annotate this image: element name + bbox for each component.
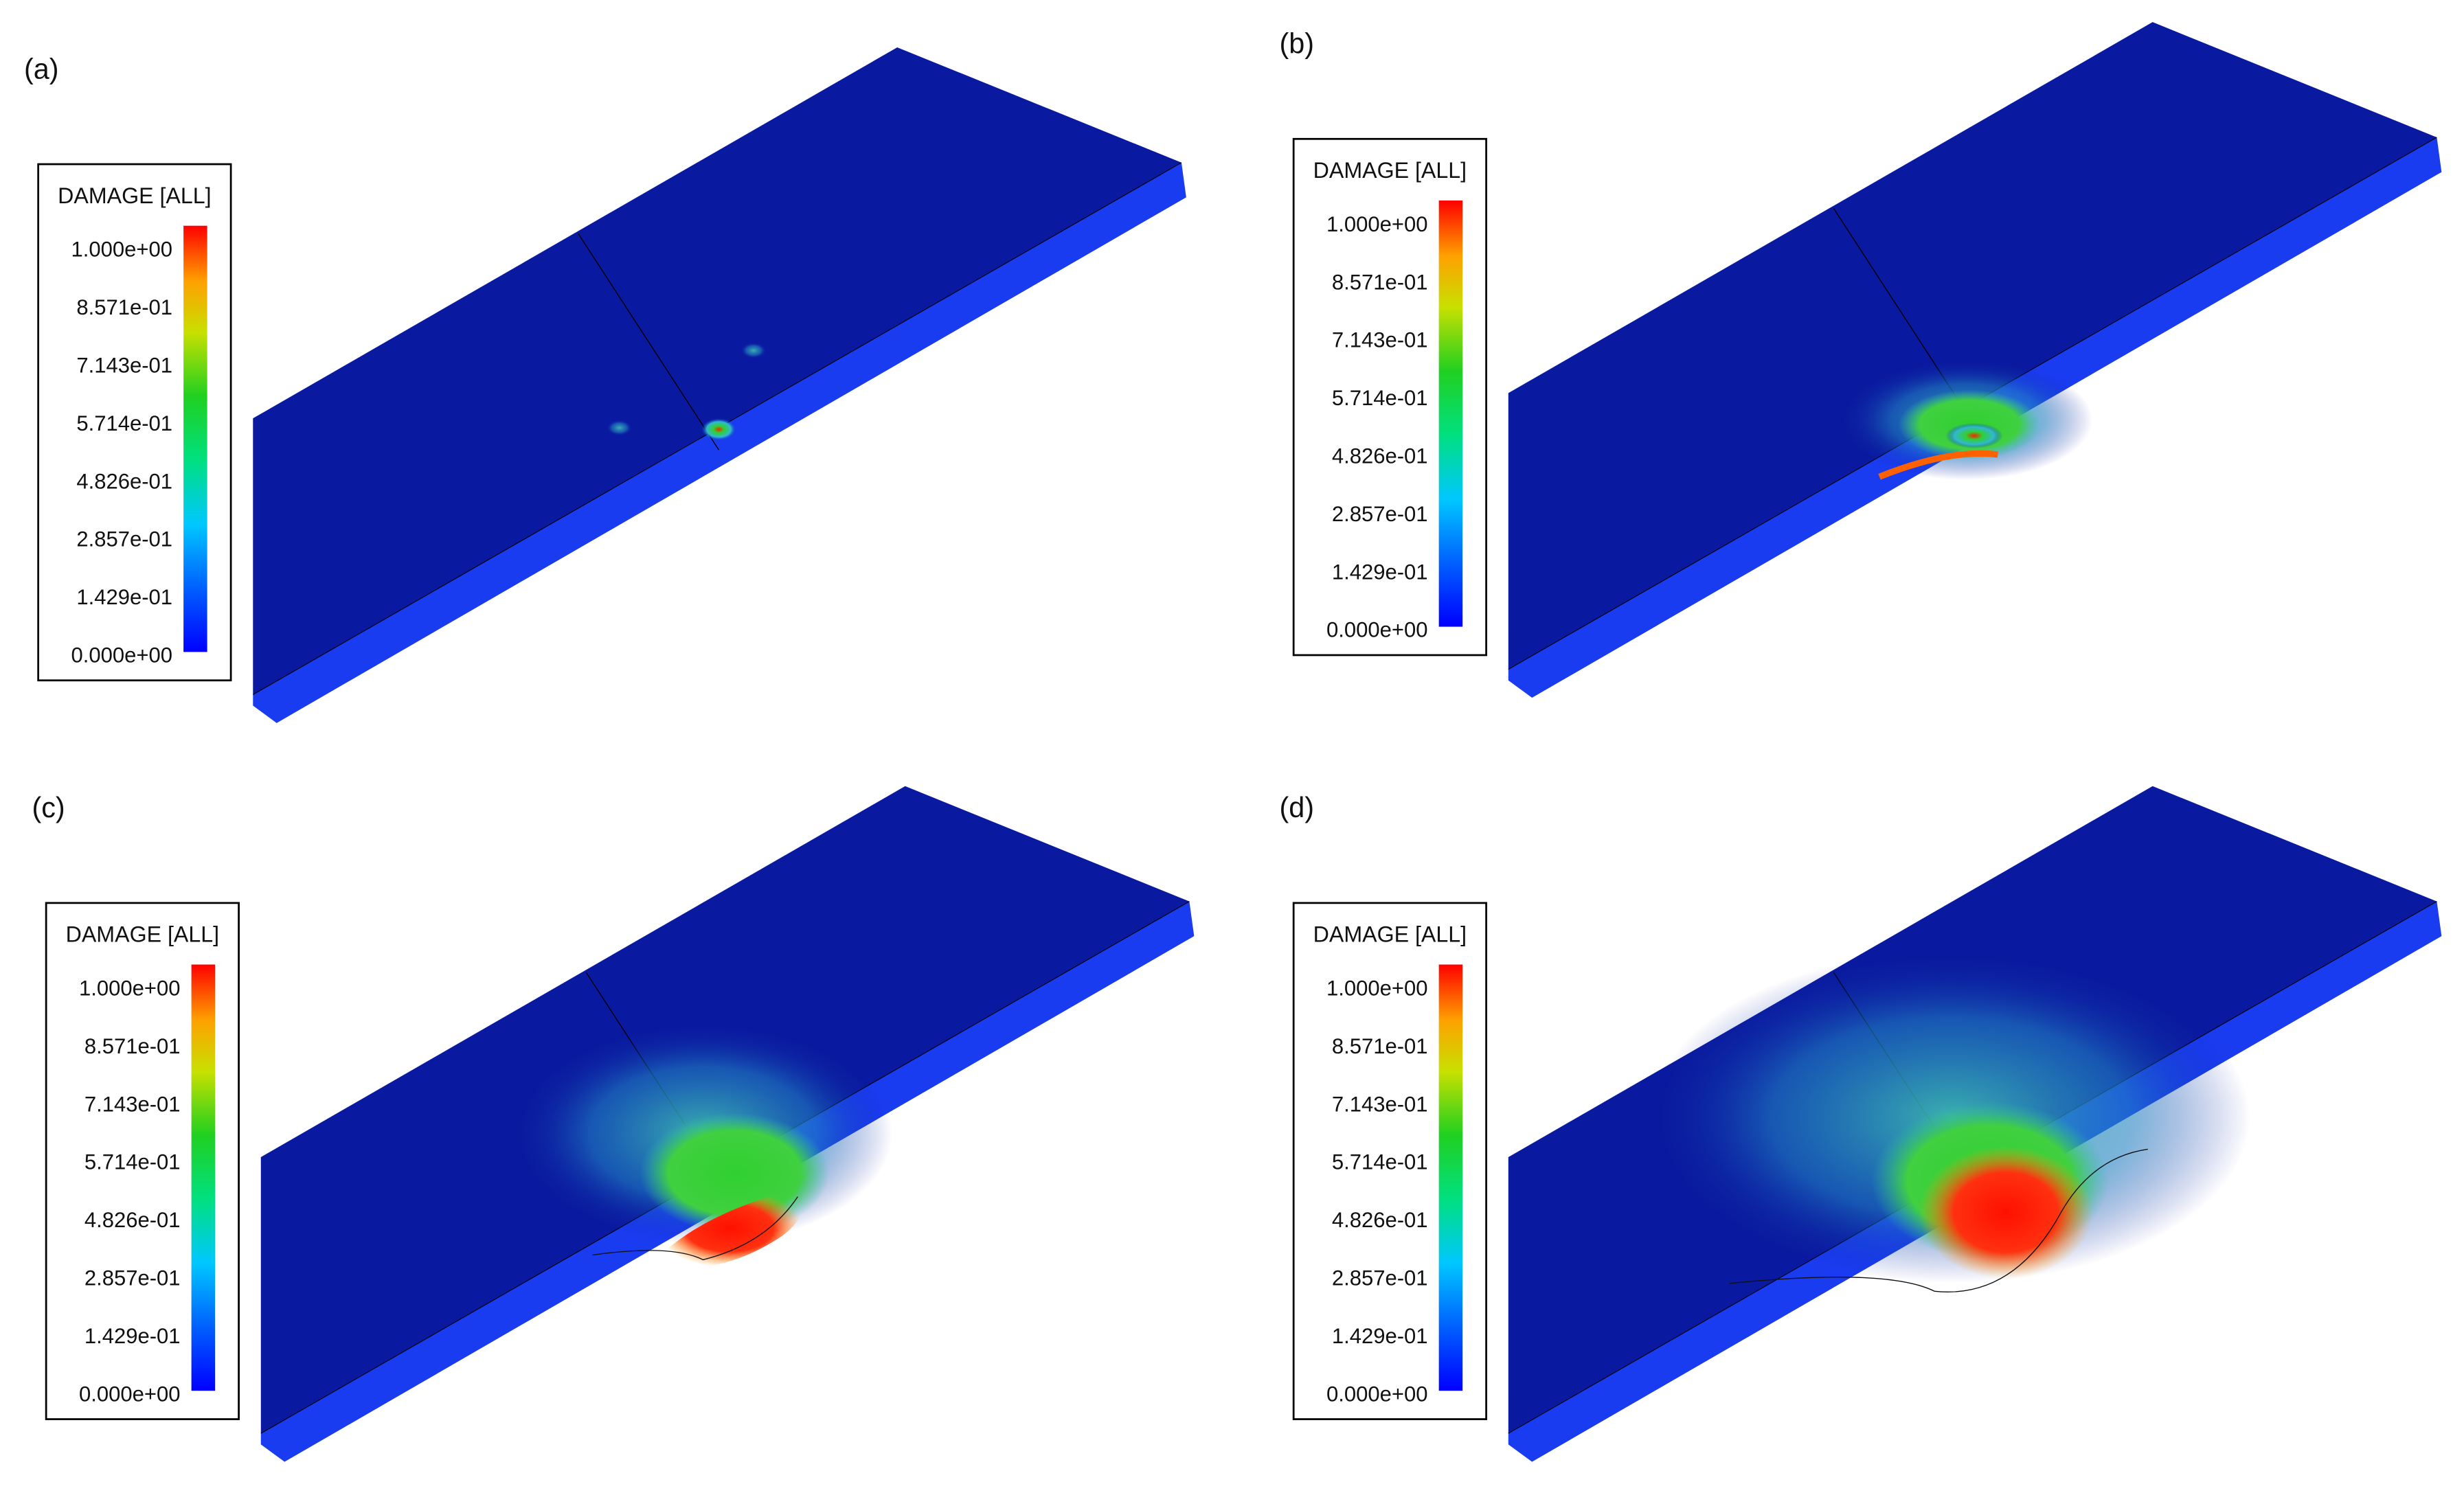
mid-line	[578, 233, 719, 450]
color-bar	[1438, 964, 1463, 1391]
legend-label: 1.429e-01	[1332, 560, 1428, 584]
color-bar	[191, 964, 216, 1391]
legend-title: DAMAGE [ALL]	[1313, 922, 1467, 947]
legend-title: DAMAGE [ALL]	[66, 922, 220, 947]
plate-top	[253, 47, 1182, 695]
panel-label: (c)	[32, 792, 65, 823]
legend-label: 8.571e-01	[84, 1034, 181, 1058]
damage-edge	[1729, 1148, 2148, 1292]
damage-spot	[1945, 423, 2003, 448]
legend-label: 1.000e+00	[71, 238, 172, 262]
damage-spot	[741, 342, 767, 358]
legend-label: 2.857e-01	[84, 1266, 181, 1290]
legend-label: 8.571e-01	[76, 295, 172, 319]
panel: (b) DAMAGE [ALL] 1.000e+00 8.571e-01 7.143e-…	[1279, 22, 2442, 698]
panel-label: (d)	[1279, 792, 1314, 823]
legend-label: 4.826e-01	[1332, 444, 1428, 468]
damage-hot	[1919, 1145, 2093, 1279]
legend-label: 4.826e-01	[1332, 1208, 1428, 1232]
legend-label: 7.143e-01	[1332, 1092, 1428, 1116]
legend-label: 8.571e-01	[1332, 1034, 1428, 1058]
panel: (a) DAMAGE [ALL] 1.000e+00 8.571e-01 7.143e-…	[24, 47, 1186, 723]
legend-label: 8.571e-01	[1332, 270, 1428, 294]
panel-label: (a)	[24, 53, 59, 84]
legend-label: 0.000e+00	[71, 643, 172, 667]
legend-label: 1.000e+00	[79, 977, 180, 1001]
legend-label: 0.000e+00	[1326, 1382, 1427, 1406]
plate-top	[1508, 22, 2437, 670]
legend-label: 7.143e-01	[1332, 328, 1428, 352]
legend-label: 5.714e-01	[1332, 386, 1428, 410]
legend-label: 2.857e-01	[1332, 502, 1428, 526]
legend-label: 1.429e-01	[1332, 1324, 1428, 1348]
legend-title: DAMAGE [ALL]	[58, 183, 212, 208]
legend-label: 7.143e-01	[84, 1092, 181, 1116]
legend-label: 2.857e-01	[76, 527, 172, 551]
legend-label: 1.000e+00	[1326, 977, 1427, 1001]
damage-spot	[701, 418, 736, 441]
legend-label: 5.714e-01	[1332, 1150, 1428, 1174]
damage-dent	[655, 1188, 804, 1268]
legend-label: 1.000e+00	[1326, 212, 1427, 236]
panel: (c) DAMAGE [ALL] 1.000e+00 8.571e-01 7.143e-…	[32, 786, 1195, 1462]
damage-spot	[607, 420, 632, 436]
legend-label: 7.143e-01	[76, 353, 172, 377]
panel: (d) DAMAGE [ALL] 1.000e+00 8.571e-01 7.143e-…	[1279, 786, 2442, 1462]
legend-label: 2.857e-01	[1332, 1266, 1428, 1290]
legend-label: 4.826e-01	[84, 1208, 181, 1232]
legend-label: 5.714e-01	[84, 1150, 181, 1174]
plate-side	[253, 162, 1186, 723]
legend-label: 5.714e-01	[76, 411, 172, 435]
legend-label: 0.000e+00	[1326, 618, 1427, 642]
legend-label: 1.429e-01	[84, 1324, 181, 1348]
damage-edge	[1878, 450, 1998, 480]
panel-label: (b)	[1279, 28, 1314, 60]
legend-label: 4.826e-01	[76, 469, 172, 493]
legend-label: 0.000e+00	[79, 1382, 180, 1406]
color-bar	[183, 225, 207, 652]
legend-title: DAMAGE [ALL]	[1313, 158, 1467, 183]
legend-label: 1.429e-01	[76, 585, 172, 609]
damage-edge	[592, 1196, 798, 1261]
color-bar	[1438, 200, 1463, 627]
